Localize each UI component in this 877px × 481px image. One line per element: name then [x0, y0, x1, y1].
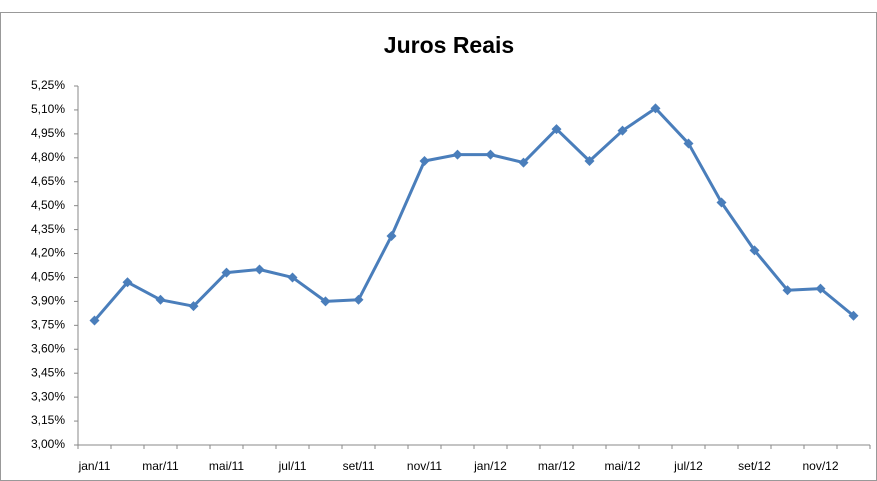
marker [89, 315, 100, 326]
x-tick-label: mai/11 [209, 459, 244, 473]
y-tick-label: 4,80% [31, 150, 65, 164]
y-tick-label: 3,75% [31, 318, 65, 332]
x-tick-label: nov/11 [407, 459, 442, 473]
x-tick-label: mai/12 [604, 459, 640, 473]
marker [716, 197, 727, 208]
marker [155, 294, 166, 305]
x-tick-label: set/11 [343, 459, 375, 473]
marker [815, 283, 826, 294]
marker [848, 310, 859, 321]
marker [419, 155, 430, 166]
x-tick-label: jan/12 [473, 459, 507, 473]
x-tick-label: nov/12 [802, 459, 838, 473]
y-tick-label: 5,25% [31, 78, 65, 92]
y-tick-label: 4,20% [31, 246, 65, 260]
marker [584, 155, 595, 166]
x-tick-label: set/12 [738, 459, 771, 473]
marker [782, 285, 793, 296]
marker [386, 230, 397, 241]
marker [518, 157, 529, 168]
y-tick-label: 4,05% [31, 270, 65, 284]
y-tick-label: 3,60% [31, 341, 65, 355]
chart-border [0, 12, 877, 481]
marker [254, 264, 265, 275]
y-tick-label: 3,45% [31, 365, 65, 379]
x-tick-label: mar/12 [538, 459, 576, 473]
marker [650, 103, 661, 114]
marker [452, 149, 463, 160]
chart-title: Juros Reais [384, 32, 514, 58]
marker [749, 245, 760, 256]
marker [221, 267, 232, 278]
y-tick-label: 4,35% [31, 222, 65, 236]
y-tick-label: 4,50% [31, 198, 65, 212]
marker [122, 277, 133, 288]
y-tick-label: 3,15% [31, 413, 65, 427]
x-tick-label: mar/11 [142, 459, 179, 473]
line [93, 106, 855, 322]
x-tick-label: jul/12 [673, 459, 703, 473]
x-tick-label: jan/11 [78, 459, 111, 473]
marker [320, 296, 331, 307]
y-tick-label: 3,00% [31, 437, 65, 451]
marker [683, 138, 694, 149]
marker [617, 125, 628, 136]
marker [551, 124, 562, 135]
marker [485, 149, 496, 160]
marker [188, 301, 199, 312]
y-tick-label: 5,10% [31, 102, 65, 116]
marker [353, 294, 364, 305]
y-tick-label: 3,30% [31, 389, 65, 403]
marker [287, 272, 298, 283]
y-tick-label: 4,95% [31, 126, 65, 140]
y-tick-label: 3,90% [31, 294, 65, 308]
x-tick-label: jul/11 [278, 459, 307, 473]
y-tick-label: 4,65% [31, 174, 65, 188]
